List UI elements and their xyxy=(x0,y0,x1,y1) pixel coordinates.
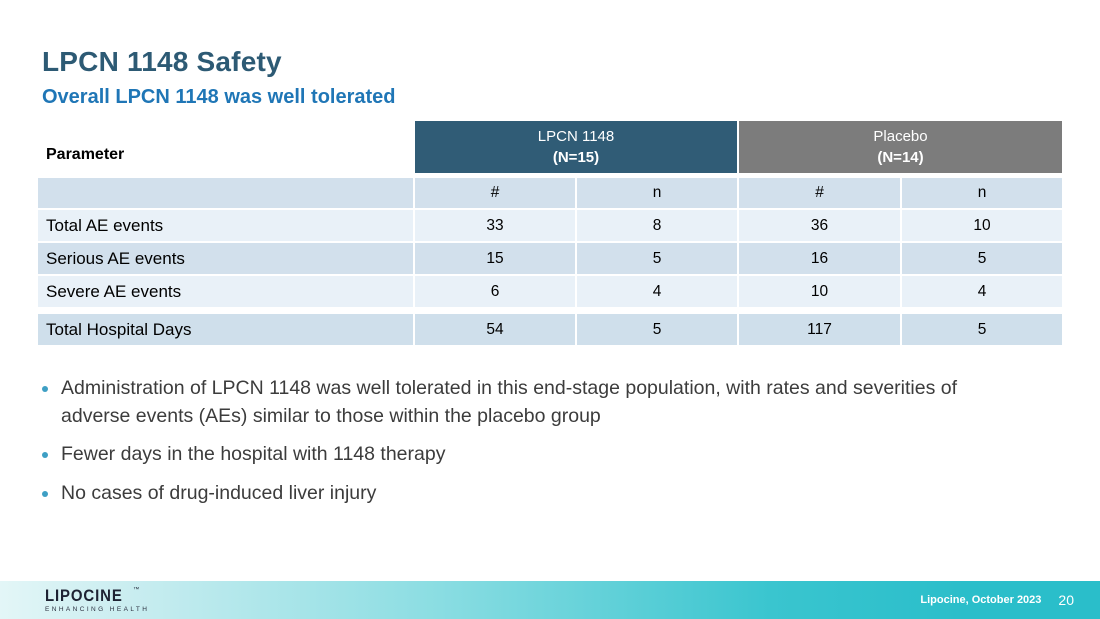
bullet-icon xyxy=(42,491,48,498)
cell-value: 8 xyxy=(577,210,737,241)
group-n: (N=15) xyxy=(552,149,600,166)
column-header-parameter: Parameter xyxy=(38,121,413,173)
subheader-n: n xyxy=(902,178,1062,208)
subheader-empty xyxy=(38,178,413,208)
page-number: 20 xyxy=(1058,592,1074,608)
cell-value: 33 xyxy=(415,210,575,241)
subheader-n: n xyxy=(577,178,737,208)
cell-value: 5 xyxy=(902,243,1062,274)
table-row: Total AE events 33 8 36 10 xyxy=(38,210,1062,241)
cell-value: 36 xyxy=(739,210,900,241)
row-label: Total AE events xyxy=(38,210,413,241)
bullet-text: Fewer days in the hospital with 1148 the… xyxy=(61,443,446,466)
table-subheader-row: # n # n xyxy=(38,178,1062,208)
cell-value: 10 xyxy=(902,210,1062,241)
page-subtitle: Overall LPCN 1148 was well tolerated xyxy=(42,86,396,108)
cell-value: 5 xyxy=(902,314,1062,345)
table-row: Serious AE events 15 5 16 5 xyxy=(38,243,1062,274)
table-row: Severe AE events 6 4 10 4 xyxy=(38,276,1062,307)
cell-value: 117 xyxy=(739,314,900,345)
bullet-text: No cases of drug-induced liver injury xyxy=(61,482,377,505)
safety-table: Parameter LPCN 1148 (N=15) Placebo (N=14… xyxy=(38,121,1062,347)
bullet-icon xyxy=(42,386,48,392)
table-row: Total Hospital Days 54 5 117 5 xyxy=(38,314,1062,345)
cell-value: 6 xyxy=(415,276,575,307)
bullet-text: Administration of LPCN 1148 was well tol… xyxy=(61,377,958,427)
lipocine-logo: LIPOCINE ™ ENHANCING HEALTH xyxy=(45,587,149,614)
group-name: LPCN 1148 xyxy=(537,128,615,145)
table-header-row: Parameter LPCN 1148 (N=15) Placebo (N=14… xyxy=(38,121,1062,173)
slide-footer: LIPOCINE ™ ENHANCING HEALTH Lipocine, Oct… xyxy=(0,581,1100,619)
cell-value: 54 xyxy=(415,314,575,345)
page-title: LPCN 1148 Safety xyxy=(42,46,282,77)
trademark-symbol: ™ xyxy=(133,586,140,593)
cell-value: 10 xyxy=(739,276,900,307)
subheader-hash: # xyxy=(415,178,575,208)
group-n: (N=14) xyxy=(877,149,924,166)
cell-value: 15 xyxy=(415,243,575,274)
list-item: Administration of LPCN 1148 was well tol… xyxy=(42,375,990,430)
cell-value: 5 xyxy=(577,314,737,345)
cell-value: 4 xyxy=(902,276,1062,307)
logo-wordmark: LIPOCINE xyxy=(45,585,123,605)
column-group-lpcn-1148: LPCN 1148 (N=15) xyxy=(415,121,737,173)
row-label: Total Hospital Days xyxy=(38,314,413,345)
bullet-icon xyxy=(42,452,48,459)
footer-credit: Lipocine, October 2023 xyxy=(920,594,1042,606)
list-item: Fewer days in the hospital with 1148 the… xyxy=(42,441,990,469)
cell-value: 16 xyxy=(739,243,900,274)
footer-right: Lipocine, October 2023 20 xyxy=(920,592,1100,608)
row-label: Serious AE events xyxy=(38,243,413,274)
list-item: No cases of drug-induced liver injury xyxy=(42,480,990,508)
logo-tagline: ENHANCING HEALTH xyxy=(45,605,150,613)
group-name: Placebo xyxy=(873,128,928,145)
subheader-hash: # xyxy=(739,178,900,208)
cell-value: 4 xyxy=(577,276,737,307)
column-group-placebo: Placebo (N=14) xyxy=(739,121,1062,173)
row-label: Severe AE events xyxy=(38,276,413,307)
bullet-list: Administration of LPCN 1148 was well tol… xyxy=(42,375,990,519)
cell-value: 5 xyxy=(577,243,737,274)
